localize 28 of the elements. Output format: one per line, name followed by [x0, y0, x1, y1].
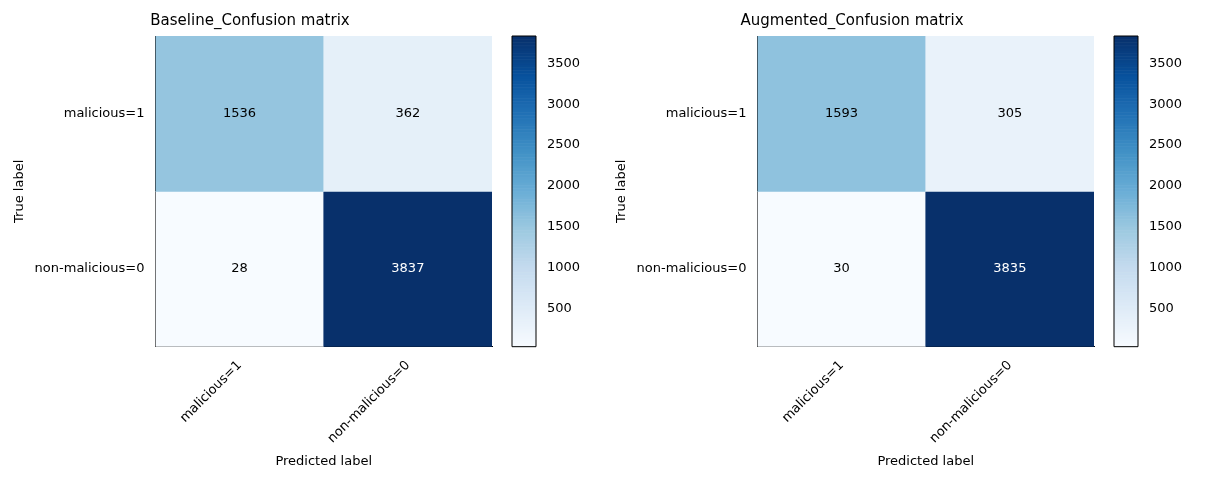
- color-bar-label: 3000: [547, 95, 581, 111]
- color-bar-label: 500: [1149, 299, 1174, 315]
- data-label: 1593: [825, 105, 859, 121]
- x-axis-title: Predicted label: [877, 452, 975, 468]
- data-label: 30: [833, 260, 850, 276]
- color-bar-label: 1500: [547, 217, 581, 233]
- y-axis-title: True label: [613, 159, 629, 224]
- data-label: 3835: [993, 260, 1027, 276]
- x-axis-title: Predicted label: [275, 452, 373, 468]
- data-label: 28: [231, 260, 248, 276]
- color-bar-label: 3500: [547, 54, 581, 70]
- data-label: 305: [997, 105, 1023, 121]
- color-bar-label: 2000: [547, 177, 581, 193]
- data-label: 3837: [391, 260, 425, 276]
- chart-title: Augmented_Confusion matrix: [740, 10, 964, 30]
- y-axis-title: True label: [11, 159, 27, 224]
- chart-title: Baseline_Confusion matrix: [150, 10, 350, 30]
- data-label: 362: [395, 105, 421, 121]
- color-bar-label: 3500: [1149, 54, 1183, 70]
- color-bar-label: 1500: [1149, 218, 1183, 234]
- color-bar-label: 500: [547, 299, 572, 315]
- color-bar-label: 1000: [547, 258, 581, 274]
- data-label: 1536: [223, 105, 257, 121]
- color-bar-label: 2500: [547, 136, 581, 152]
- color-bar-label: 3000: [1149, 95, 1183, 111]
- color-bar-label: 2500: [1149, 136, 1183, 152]
- color-bar-label: 1000: [1149, 258, 1183, 274]
- color-bar-label: 2000: [1149, 177, 1183, 193]
